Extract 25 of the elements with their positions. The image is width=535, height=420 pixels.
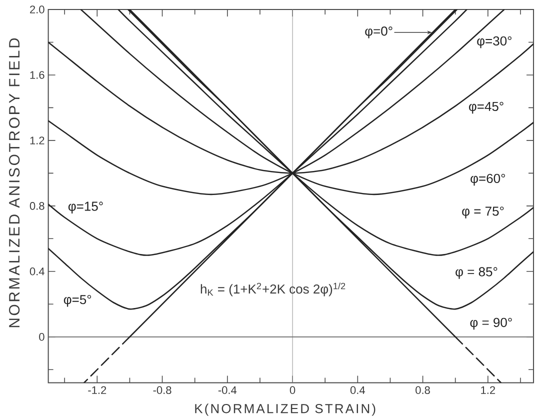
series-label: φ=5° — [64, 294, 92, 307]
series-label: φ = 85° — [456, 267, 498, 279]
x-tick-label: -0.4 — [218, 386, 237, 394]
x-tick-label: 0.4 — [350, 386, 365, 394]
x-tick-label: -0.8 — [153, 386, 172, 394]
series-label: φ=60° — [470, 174, 505, 186]
annotation: h$_{K}$ = (1+K$^{2}$+2K cos 2φ)$^{1/2}$ — [200, 282, 346, 296]
series-label: φ=0° — [365, 26, 392, 38]
y-tick-label: 1.2 — [30, 136, 44, 144]
x-tick-label: 0 — [290, 386, 296, 394]
x-axis-title: K(NORMALIZED STRAIN) — [195, 404, 376, 416]
x-tick-label: 0.8 — [416, 386, 430, 394]
y-tick-label: 0.4 — [30, 268, 44, 276]
y-tick-label: 0 — [39, 332, 44, 341]
x-tick-label: -1.2 — [88, 386, 106, 394]
y-axis-title: NORMALIZED ANISOTROPY FIELD — [8, 38, 20, 328]
y-tick-label: 1.6 — [30, 71, 44, 79]
series-label: φ=15° — [68, 202, 103, 214]
series-label: φ = 90° — [470, 318, 512, 330]
series-label: φ=45° — [468, 102, 504, 114]
x-tick-label: 1.2 — [481, 386, 496, 394]
series-label: φ = 75° — [462, 206, 504, 218]
y-tick-label: 2.0 — [30, 6, 44, 14]
y-tick-label: 0.8 — [30, 202, 44, 210]
series-label: φ=30° — [477, 36, 512, 48]
